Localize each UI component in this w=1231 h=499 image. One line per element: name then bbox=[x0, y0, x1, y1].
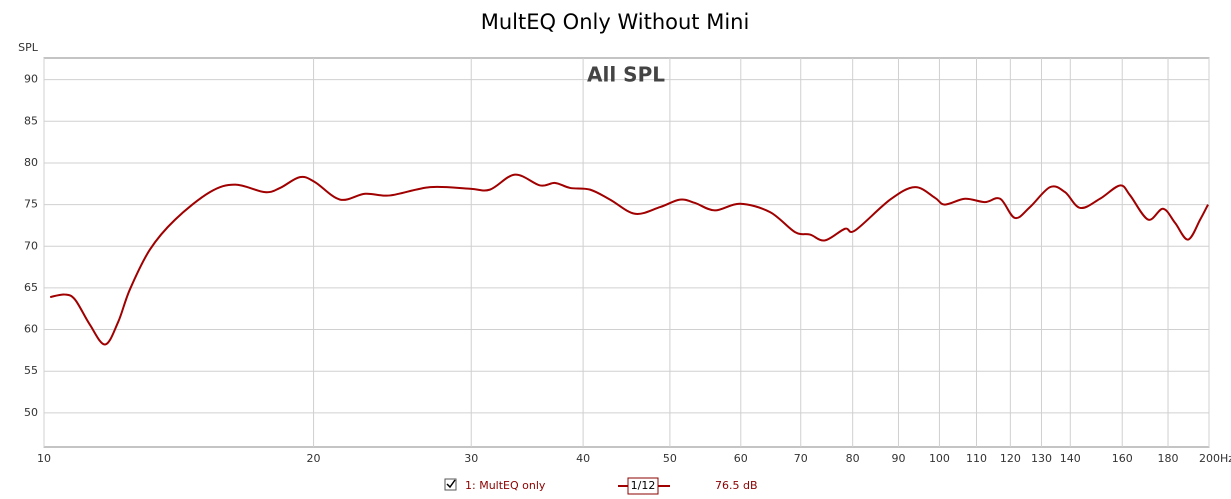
data-line bbox=[49, 173, 1209, 346]
y-tick-label: 75 bbox=[24, 198, 38, 211]
y-tick-label: 80 bbox=[24, 156, 38, 169]
x-tick-label: 140 bbox=[1060, 452, 1081, 465]
checkmark bbox=[446, 479, 456, 489]
smoothing: 1/12 bbox=[631, 479, 656, 492]
legend-level: 76.5 dB bbox=[715, 479, 758, 492]
x-tick-label: 110 bbox=[966, 452, 987, 465]
annotation: All SPL bbox=[587, 63, 665, 87]
x-tick-label: 50 bbox=[663, 452, 677, 465]
x-tick-label: 10 bbox=[37, 452, 51, 465]
plot-area bbox=[43, 57, 1210, 448]
x-tick-label: 120 bbox=[1000, 452, 1021, 465]
y-tick-label: 85 bbox=[24, 114, 38, 127]
x-tick-label: 80 bbox=[846, 452, 860, 465]
y-tick-label: 70 bbox=[24, 239, 38, 252]
x-tick-label: 160 bbox=[1112, 452, 1133, 465]
legend-checkbox[interactable] bbox=[444, 478, 457, 491]
smoothing-box bbox=[627, 477, 659, 495]
x-tick-label: 70 bbox=[794, 452, 808, 465]
x-tick-label: 40 bbox=[576, 452, 590, 465]
x-tick-label: 200Hz bbox=[1199, 452, 1231, 465]
x-tick-label: 130 bbox=[1031, 452, 1052, 465]
y-tick-label: 90 bbox=[24, 73, 38, 86]
chart-title: MultEQ Only Without Mini bbox=[481, 10, 750, 34]
x-tick-label: 100 bbox=[929, 452, 950, 465]
x-tick-label: 60 bbox=[734, 452, 748, 465]
x-tick-label: 180 bbox=[1158, 452, 1179, 465]
legend-label[interactable]: 1: MultEQ only bbox=[465, 479, 546, 492]
x-tick-label: 90 bbox=[891, 452, 905, 465]
y-tick-label: 50 bbox=[24, 406, 38, 419]
x-tick-label: 20 bbox=[307, 452, 321, 465]
y-tick-label: 55 bbox=[24, 364, 38, 377]
x-tick-label: 30 bbox=[464, 452, 478, 465]
y-tick-label: 60 bbox=[24, 323, 38, 336]
y-tick-label: 65 bbox=[24, 281, 38, 294]
y-axis-label: SPL bbox=[18, 41, 39, 54]
